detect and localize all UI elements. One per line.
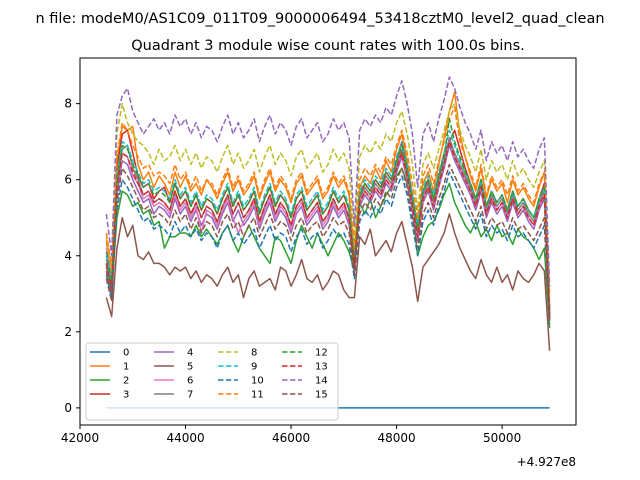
chart-title: Quadrant 3 module wise count rates with …: [131, 38, 525, 54]
x-tick-label: 46000: [272, 431, 310, 445]
legend-label-14: 14: [315, 376, 328, 387]
legend-label-2: 2: [123, 376, 129, 387]
series-line-5: [105, 213, 551, 351]
legend-label-15: 15: [315, 390, 328, 401]
y-tick-label: 6: [64, 173, 72, 187]
legend-label-8: 8: [251, 348, 257, 359]
series-line-14: [105, 76, 551, 287]
axes-frame: [79, 57, 577, 426]
legend-label-10: 10: [251, 376, 264, 387]
series-line-10: [105, 171, 551, 325]
x-axis: 42000 44000 46000 48000 50000: [61, 425, 521, 445]
y-tick-label: 8: [64, 97, 72, 111]
x-tick-label: 48000: [378, 431, 416, 445]
series-line-15: [105, 163, 551, 321]
series-line-6: [105, 140, 551, 317]
legend-box: [85, 342, 339, 421]
figure-suptitle: n file: modeM0/AS1C09_011T09_9000006494_…: [35, 11, 604, 27]
x-axis-offset-label: +4.927e8: [517, 455, 576, 469]
legend-label-7: 7: [187, 390, 193, 401]
y-tick-label: 0: [64, 401, 72, 415]
legend-label-9: 9: [251, 362, 257, 373]
legend-label-6: 6: [187, 376, 193, 387]
legend-label-12: 12: [315, 348, 328, 359]
series-line-9: [105, 129, 551, 313]
series-line-8: [105, 102, 551, 294]
series-layer: [105, 76, 551, 409]
y-axis: 0 2 4 6 8: [64, 97, 80, 415]
series-line-4: [105, 144, 551, 321]
y-tick-label: 2: [64, 325, 72, 339]
series-line-1: [105, 91, 551, 310]
series-line-13: [105, 140, 551, 317]
legend-label-4: 4: [187, 348, 193, 359]
legend-label-0: 0: [123, 348, 129, 359]
y-tick-label: 4: [64, 249, 72, 263]
series-line-12: [105, 118, 551, 313]
legend-label-13: 13: [315, 362, 328, 373]
x-tick-label: 42000: [61, 431, 99, 445]
legend-label-1: 1: [123, 362, 129, 373]
x-tick-label: 44000: [166, 431, 204, 445]
legend-label-11: 11: [251, 390, 264, 401]
x-tick-label: 50000: [483, 431, 521, 445]
series-line-11: [105, 106, 551, 306]
legend-label-3: 3: [123, 390, 129, 401]
legend-label-5: 5: [187, 362, 193, 373]
